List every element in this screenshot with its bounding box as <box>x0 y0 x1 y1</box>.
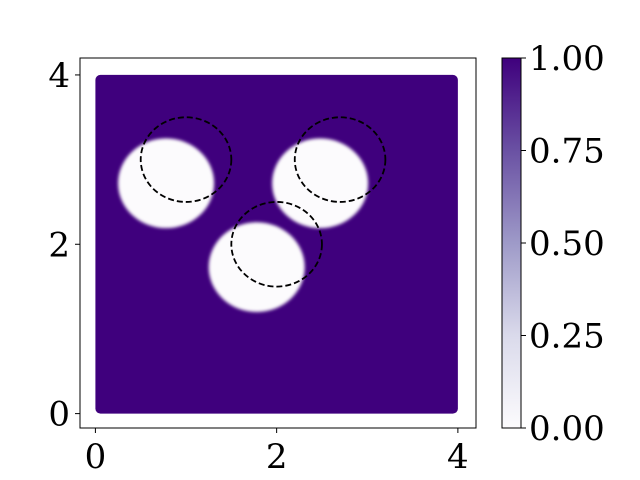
x-tick-label: 0 <box>85 437 107 477</box>
filled-disk-3 <box>272 138 369 229</box>
dashed-circles <box>139 116 387 288</box>
x-tick-label: 2 <box>266 437 288 477</box>
colorbar-tick-label: 0.25 <box>529 317 605 357</box>
colorbar-ticks: 0.00 0.25 0.50 0.75 1.00 <box>521 39 605 449</box>
filled-disk-1 <box>118 138 215 229</box>
plot-frame <box>79 57 477 429</box>
colorbar-tick-label: 1.00 <box>529 39 605 79</box>
y-tick-label: 4 <box>48 56 70 96</box>
y-tick-label: 2 <box>48 225 70 265</box>
plot-area <box>80 58 476 428</box>
x-axis: 0 2 4 <box>85 428 469 477</box>
y-tick-label: 0 <box>48 395 70 435</box>
colorbar-tick-label: 0.50 <box>529 224 605 264</box>
colorbar-tick-label: 0.75 <box>529 132 605 172</box>
dashed-circle-2 <box>230 201 323 288</box>
filled-disk-2 <box>208 222 305 313</box>
colorbar-tick-label: 0.00 <box>529 409 605 449</box>
colorbar-gradient <box>502 58 521 428</box>
dashed-circle-1 <box>139 116 233 203</box>
y-axis: 0 2 4 <box>48 56 80 435</box>
dashed-circle-3 <box>293 116 387 203</box>
x-tick-label: 4 <box>447 437 469 477</box>
colorbar: 0.00 0.25 0.50 0.75 1.00 <box>501 39 605 449</box>
